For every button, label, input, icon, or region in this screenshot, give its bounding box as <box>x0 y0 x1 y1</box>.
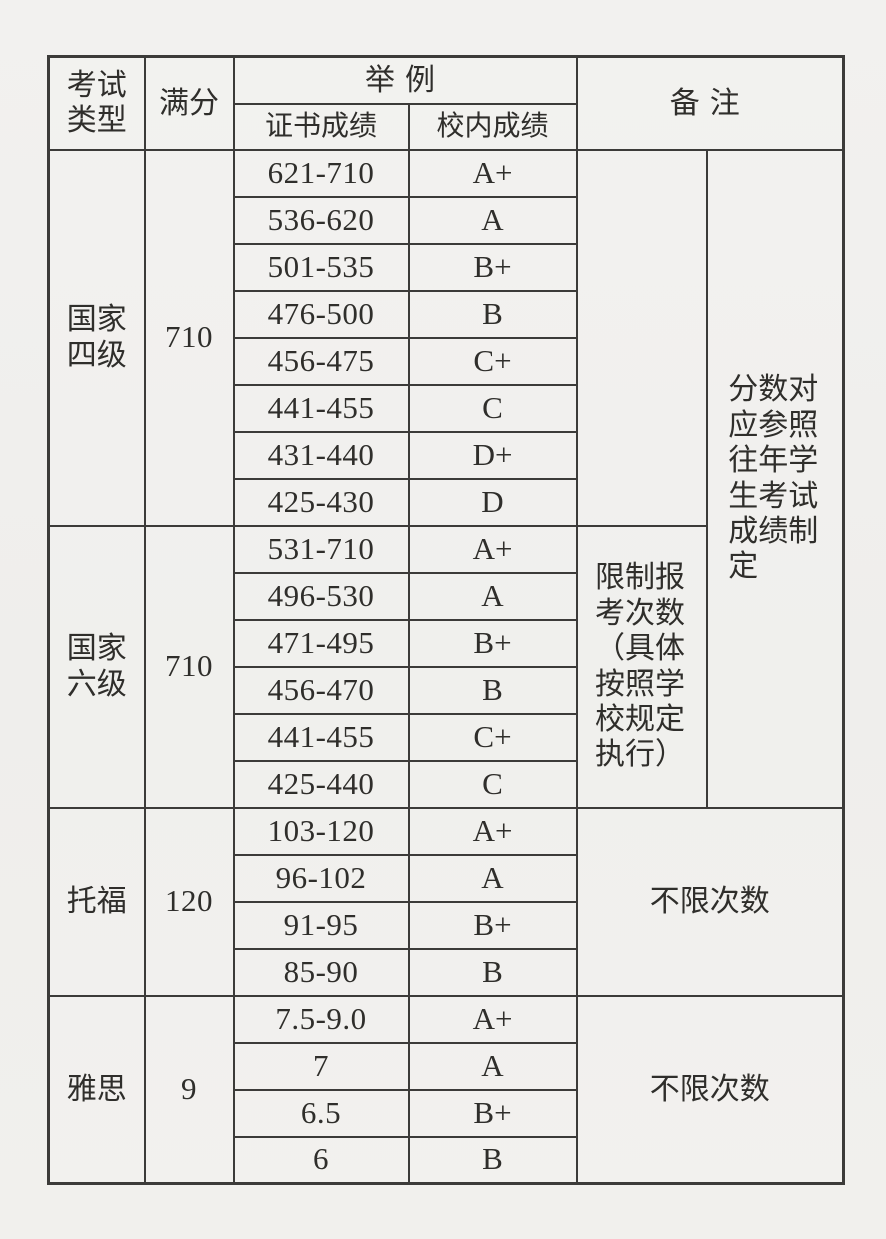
cert-range: 7.5-9.0 <box>232 994 410 1044</box>
cert-range: 496-530 <box>232 571 410 621</box>
header-cert-score-label: 证书成绩 <box>264 110 377 142</box>
table-row: 456-475 C+ <box>49 336 844 386</box>
cert-range: 441-455 <box>232 712 410 762</box>
school-grade: B+ <box>407 242 578 292</box>
full-score-toefl: 120 <box>143 806 235 997</box>
table-row: 85-90 B <box>49 947 844 997</box>
cert-range: 103-120 <box>232 806 410 856</box>
header-full-score-label: 满分 <box>159 86 219 120</box>
school-grade: B+ <box>407 1088 578 1138</box>
header-exam-type: 考试类型 <box>47 55 146 151</box>
cert-range: 441-455 <box>232 383 410 433</box>
exam-name-cet6-label: 国家六级 <box>66 632 127 701</box>
school-grade: B <box>407 289 578 339</box>
school-grade: A+ <box>407 994 578 1044</box>
school-grade: A <box>407 853 578 903</box>
table-row: 536-620 A <box>49 195 844 245</box>
cert-range: 531-710 <box>232 524 410 574</box>
cert-range: 96-102 <box>232 853 410 903</box>
table-row: 425-440 C <box>49 759 844 809</box>
remark-cet6: 限制报考次数（具体按照学校规定执行） <box>575 524 708 809</box>
cert-range: 91-95 <box>232 900 410 950</box>
exam-name-toefl: 托福 <box>47 806 146 997</box>
header-remark: 备注 <box>575 55 845 151</box>
table-row: 托福 120 103-120 A+ 不限次数 <box>47 806 845 997</box>
exam-name-cet4-label: 国家四级 <box>66 303 127 372</box>
school-grade: A <box>407 195 578 245</box>
header-exam-type-label: 考试类型 <box>66 68 127 138</box>
shared-remark-label: 分数对应参照往年学生考试成绩制定 <box>728 373 819 584</box>
school-grade: C <box>407 759 578 809</box>
table-row: 96-102 A <box>49 853 844 903</box>
cert-range: 85-90 <box>232 947 410 997</box>
table-row: 91-95 B+ <box>49 900 844 950</box>
school-grade: A+ <box>407 148 578 198</box>
cert-range: 536-620 <box>232 195 410 245</box>
header-cert-score: 证书成绩 <box>232 102 410 151</box>
cert-range: 456-470 <box>232 665 410 715</box>
table-row: 雅思 9 7.5-9.0 A+ 不限次数 <box>47 994 845 1185</box>
school-grade: C <box>407 383 578 433</box>
table-row: 456-470 B <box>49 665 844 715</box>
score-conversion-table: 考试类型 满分 举例 备注 证书成绩 校内成绩 国家四级 710 621-710… <box>47 55 845 1185</box>
school-grade: A+ <box>407 524 578 574</box>
table-row: 441-455 C <box>49 383 844 433</box>
header-example-label: 举例 <box>365 63 445 97</box>
table-row: 6.5 B+ <box>49 1088 844 1138</box>
remark-cet6-label: 限制报考次数（具体按照学校规定执行） <box>595 561 685 772</box>
table-row: 425-430 D <box>49 477 844 527</box>
school-grade: D <box>407 477 578 527</box>
full-score-cet6: 710 <box>143 524 235 809</box>
table-row: 国家四级 710 621-710 A+ 分数对应参照往年学生考试成绩制定 <box>47 148 845 809</box>
school-grade: B <box>407 665 578 715</box>
remark-toefl: 不限次数 <box>575 806 845 997</box>
school-grade: A <box>407 1041 578 1091</box>
school-grade: D+ <box>407 430 578 480</box>
remark-ielts: 不限次数 <box>575 994 845 1185</box>
cert-range: 501-535 <box>232 242 410 292</box>
full-score-cet4: 710 <box>143 148 235 527</box>
header-example: 举例 <box>232 55 578 105</box>
exam-name-ielts: 雅思 <box>47 994 146 1185</box>
school-grade: C+ <box>407 712 578 762</box>
header-full-score: 满分 <box>143 55 235 151</box>
table-row: 431-440 D+ <box>49 430 844 480</box>
school-grade: A+ <box>407 806 578 856</box>
header-school-score: 校内成绩 <box>407 102 578 151</box>
school-grade: B+ <box>407 900 578 950</box>
header-row-1: 考试类型 满分 举例 备注 <box>47 55 845 151</box>
table-row: 7 A <box>49 1041 844 1091</box>
remark-cet4-empty <box>575 148 708 527</box>
cert-range: 6 <box>232 1135 410 1185</box>
exam-name-cet4: 国家四级 <box>47 148 146 527</box>
cert-range: 425-430 <box>232 477 410 527</box>
full-score-ielts: 9 <box>143 994 235 1185</box>
cert-range: 431-440 <box>232 430 410 480</box>
cert-range: 621-710 <box>232 148 410 198</box>
table-row: 501-535 B+ <box>49 242 844 292</box>
table-row: 6 B <box>49 1135 844 1185</box>
school-grade: B+ <box>407 618 578 668</box>
school-grade: B <box>407 1135 578 1185</box>
school-grade: B <box>407 947 578 997</box>
cert-range: 471-495 <box>232 618 410 668</box>
table-row: 476-500 B <box>49 289 844 339</box>
school-grade: C+ <box>407 336 578 386</box>
table-row: 441-455 C+ <box>49 712 844 762</box>
table-row: 471-495 B+ <box>49 618 844 668</box>
header-remark-label: 备注 <box>669 86 750 120</box>
shared-remark: 分数对应参照往年学生考试成绩制定 <box>705 148 845 809</box>
table-row: 496-530 A <box>49 571 844 621</box>
cert-range: 456-475 <box>232 336 410 386</box>
table-row: 国家六级 710 531-710 A+ 限制报考次数（具体按照学校规定执行） <box>47 524 844 809</box>
cert-range: 425-440 <box>232 759 410 809</box>
exam-name-cet6: 国家六级 <box>47 524 146 809</box>
cert-range: 7 <box>232 1041 410 1091</box>
header-school-score-label: 校内成绩 <box>436 110 549 142</box>
header-row-2: 证书成绩 校内成绩 <box>49 102 844 151</box>
cert-range: 476-500 <box>232 289 410 339</box>
cert-range: 6.5 <box>232 1088 410 1138</box>
school-grade: A <box>407 571 578 621</box>
